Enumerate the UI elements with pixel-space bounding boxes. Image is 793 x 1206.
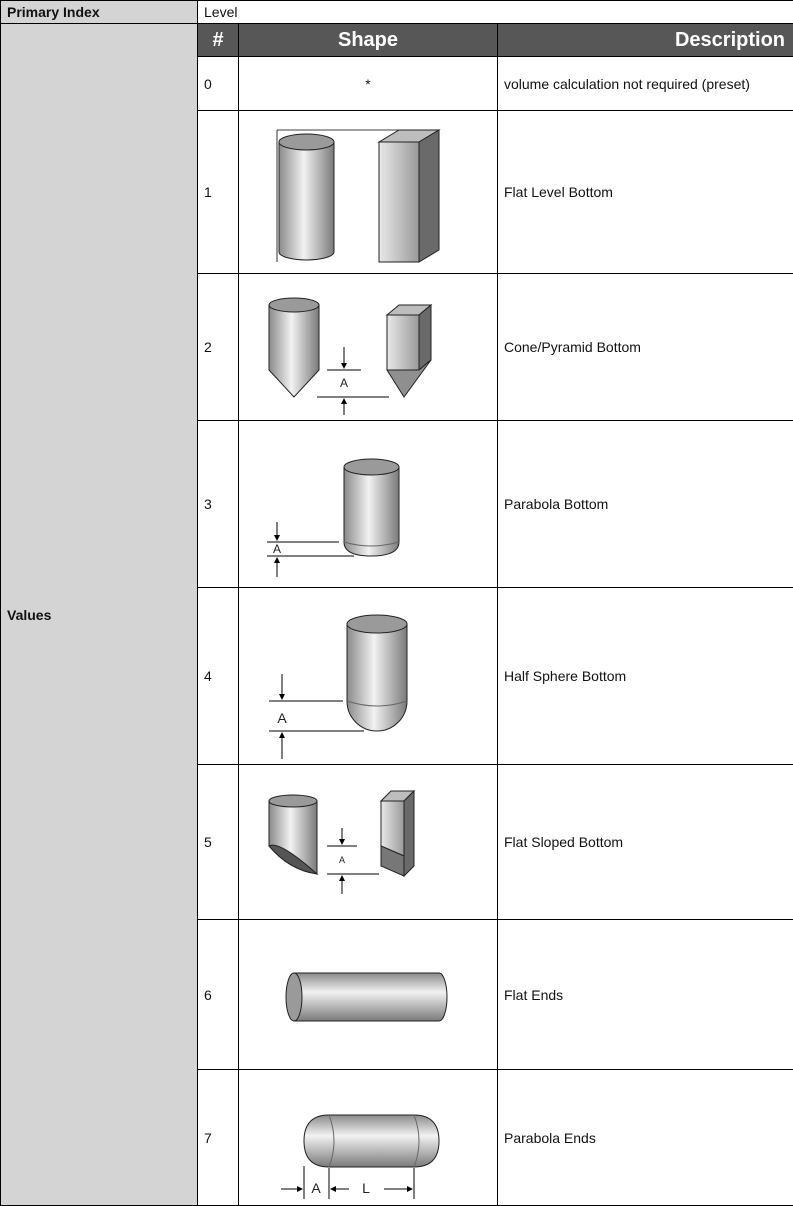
shape-cell: A — [239, 421, 498, 588]
half-sphere-bottom-shape: A — [239, 589, 498, 763]
description: Cone/Pyramid Bottom — [498, 274, 793, 421]
flat-ends-shape — [239, 921, 498, 1068]
dimension-label: A — [339, 855, 345, 865]
cone-bottom-shapes: A — [239, 275, 498, 419]
sloped-bottom-shapes: A — [239, 766, 498, 918]
shape-cell — [239, 111, 498, 274]
column-header: Shape — [239, 24, 498, 57]
shape-cell — [239, 920, 498, 1070]
description: Flat Level Bottom — [498, 111, 793, 274]
primary-index-label: Primary Index — [1, 1, 198, 24]
dimension-label: A — [340, 376, 348, 390]
shape-cell: A — [239, 588, 498, 765]
column-header: Description — [498, 24, 793, 57]
parabola-bottom-shape: A — [239, 422, 498, 586]
column-header: # — [198, 24, 239, 57]
shape-cell: * — [239, 57, 498, 111]
row-number: 0 — [198, 57, 239, 111]
dimension-label: A — [273, 542, 281, 556]
row-number: 5 — [198, 765, 239, 920]
row-number: 6 — [198, 920, 239, 1070]
row-number: 7 — [198, 1070, 239, 1206]
row-number: 4 — [198, 588, 239, 765]
row-number: 3 — [198, 421, 239, 588]
description: Half Sphere Bottom — [498, 588, 793, 765]
description: Flat Ends — [498, 920, 793, 1070]
dimension-label: L — [362, 1180, 370, 1196]
parabola-ends-shape: A L — [239, 1071, 498, 1204]
row-number: 1 — [198, 111, 239, 274]
shape-cell: A — [239, 765, 498, 920]
flat-bottom-shapes — [239, 112, 498, 272]
description: volume calculation not required (preset) — [498, 57, 793, 111]
dimension-label: A — [311, 1180, 321, 1196]
primary-index-value: Level — [198, 1, 793, 24]
values-label: Values — [1, 24, 198, 1206]
description: Flat Sloped Bottom — [498, 765, 793, 920]
description: Parabola Ends — [498, 1070, 793, 1206]
row-number: 2 — [198, 274, 239, 421]
shape-cell: A L — [239, 1070, 498, 1206]
shape-cell: A — [239, 274, 498, 421]
description: Parabola Bottom — [498, 421, 793, 588]
dimension-label: A — [277, 710, 287, 726]
